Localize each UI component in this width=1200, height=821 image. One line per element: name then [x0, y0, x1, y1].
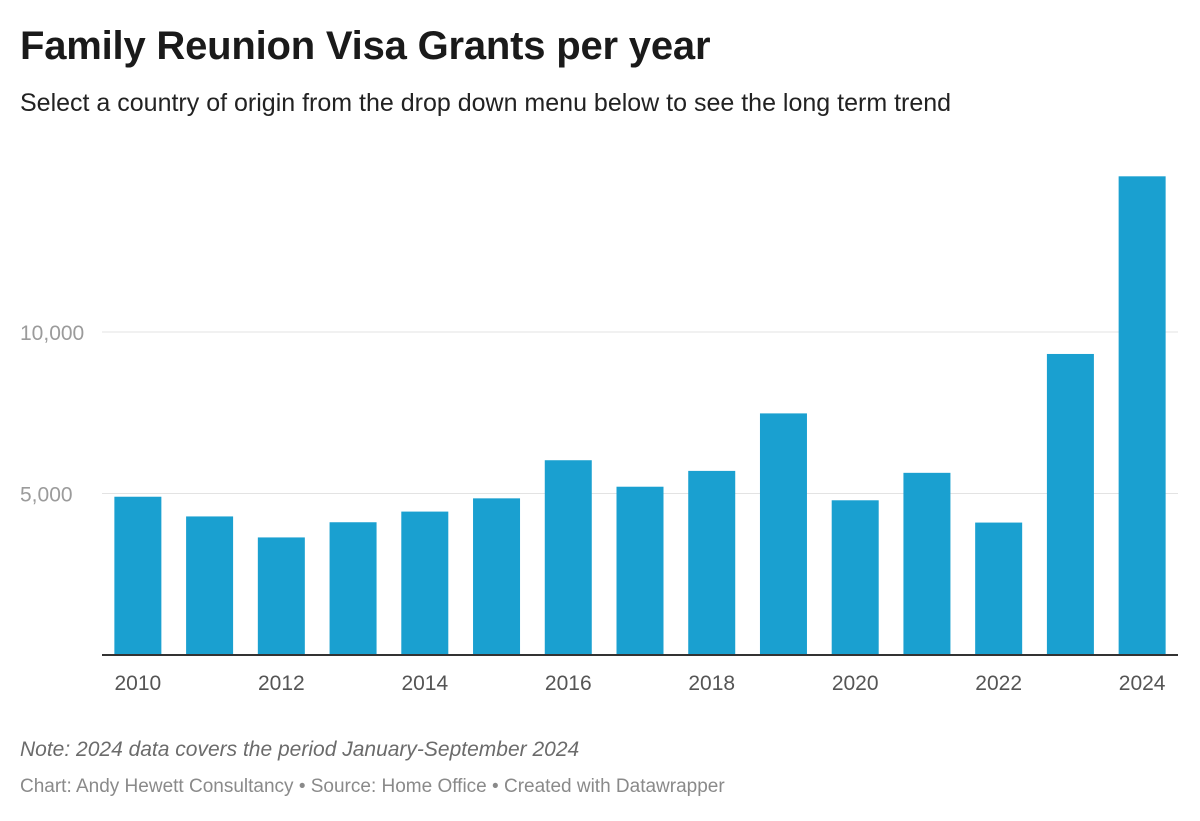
y-axis-labels: 5,000 10,000	[20, 322, 84, 507]
bar-2021[interactable]	[903, 472, 951, 655]
x-tick-label-2014: 2014	[401, 672, 448, 695]
bar-2014[interactable]	[401, 511, 449, 655]
bar-2018[interactable]	[688, 470, 736, 655]
bar-2019[interactable]	[759, 413, 807, 655]
y-tick-label: 10,000	[20, 322, 84, 345]
gridlines	[102, 331, 1178, 494]
x-axis-labels: 2010 2012 2014 2016 2018 2020 2022 2024	[115, 672, 1166, 695]
y-tick-label: 5,000	[20, 484, 73, 507]
bar-2024[interactable]	[1118, 176, 1166, 655]
datawrapper-credit: Created with Datawrapper	[503, 776, 725, 797]
bars	[114, 176, 1166, 655]
x-tick-label-2022: 2022	[975, 672, 1022, 695]
x-tick-label-2010: 2010	[115, 672, 162, 695]
chart-subtitle: Select a country of origin from the drop…	[20, 89, 952, 117]
chart-credit: Chart: Andy Hewett Consultancy	[20, 776, 294, 797]
bar-2017[interactable]	[616, 486, 664, 655]
x-tick-label-2012: 2012	[258, 672, 305, 695]
x-tick-label-2020: 2020	[832, 672, 879, 695]
byline-separator: •	[298, 776, 306, 797]
bar-2010[interactable]	[114, 496, 162, 655]
byline-separator: •	[492, 776, 499, 797]
bar-2013[interactable]	[329, 522, 377, 655]
chart-note: Note: 2024 data covers the period Januar…	[20, 738, 580, 761]
bar-chart: 5,000 10,000 2010 2012 2014 2016 2018 2020 2022…	[20, 176, 1178, 695]
chart-byline: Chart: Andy Hewett Consultancy • Source:…	[20, 776, 725, 798]
x-tick-label-2016: 2016	[545, 672, 592, 695]
bar-2016[interactable]	[544, 460, 592, 655]
source-credit: Source: Home Office	[310, 776, 487, 797]
bar-2020[interactable]	[831, 500, 879, 655]
bar-2022[interactable]	[975, 522, 1023, 655]
bar-2015[interactable]	[473, 498, 521, 655]
chart-title: Family Reunion Visa Grants per year	[20, 24, 711, 68]
bar-2011[interactable]	[186, 516, 234, 655]
x-tick-label-2024: 2024	[1119, 672, 1166, 695]
bar-2023[interactable]	[1046, 353, 1094, 655]
bar-2012[interactable]	[257, 537, 305, 655]
x-tick-label-2018: 2018	[688, 672, 735, 695]
